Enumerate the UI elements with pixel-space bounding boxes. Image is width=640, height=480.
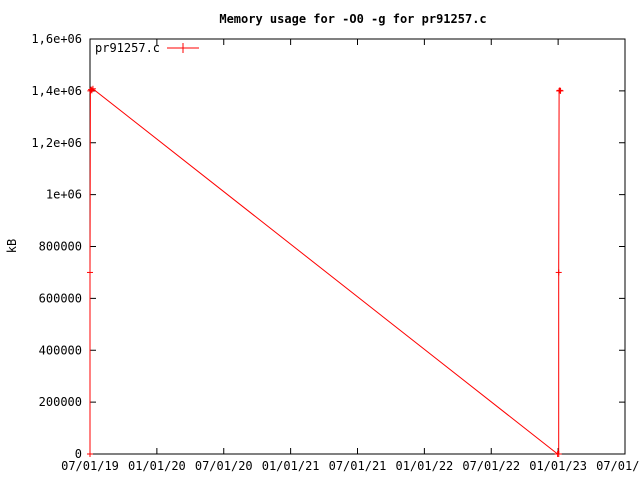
y-tick-label: 400000 bbox=[39, 343, 82, 357]
legend-label: pr91257.c bbox=[95, 41, 160, 55]
series-line bbox=[89, 88, 561, 455]
y-axis-label: kB bbox=[5, 239, 19, 253]
y-tick-label: 1e+06 bbox=[46, 188, 82, 202]
y-tick-label: 800000 bbox=[39, 240, 82, 254]
y-tick-label: 0 bbox=[75, 447, 82, 461]
x-tick-label: 01/01/21 bbox=[262, 459, 320, 473]
x-tick-label: 07/01/23 bbox=[596, 459, 640, 473]
y-tick-label: 600000 bbox=[39, 291, 82, 305]
y-tick-label: 200000 bbox=[39, 395, 82, 409]
x-tick-label: 01/01/22 bbox=[395, 459, 453, 473]
y-tick-label: 1,4e+06 bbox=[31, 84, 82, 98]
x-tick-label: 01/01/23 bbox=[529, 459, 587, 473]
x-tick-label: 01/01/20 bbox=[128, 459, 186, 473]
x-tick-label: 07/01/19 bbox=[61, 459, 119, 473]
y-axis-ticks: 0 200000 400000 600000 800000 1e+06 1,2e+06 1,4… bbox=[31, 32, 625, 461]
series-layer bbox=[87, 85, 564, 457]
legend: pr91257.c bbox=[95, 41, 199, 55]
y-tick-label: 1,6e+06 bbox=[31, 32, 82, 46]
x-tick-label: 07/01/22 bbox=[462, 459, 520, 473]
plot-frame bbox=[89, 38, 626, 455]
chart-title: Memory usage for -O0 -g for pr91257.c bbox=[219, 12, 486, 26]
y-tick-label: 1,2e+06 bbox=[31, 136, 82, 150]
x-tick-label: 07/01/20 bbox=[195, 459, 253, 473]
x-tick-label: 07/01/21 bbox=[329, 459, 387, 473]
x-axis-ticks: 07/01/19 01/01/20 07/01/20 01/01/21 07/01/21… bbox=[61, 39, 640, 473]
